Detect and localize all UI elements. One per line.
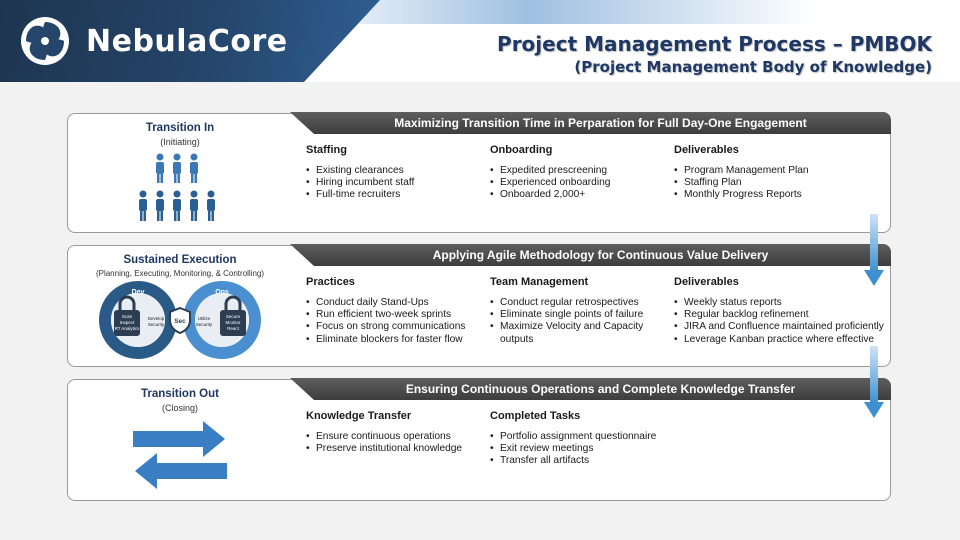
list-item: Program Management Plan — [674, 165, 809, 177]
list-item: Experienced onboarding — [490, 177, 610, 189]
phase-panel-transition-out: Transition Out (Closing) Ensuring Contin… — [67, 378, 891, 501]
list-item: Eliminate blockers for faster flow — [306, 334, 466, 346]
phase-banner: Maximizing Transition Time in Perparatio… — [290, 112, 891, 134]
list-item: Weekly status reports — [674, 297, 888, 309]
phase-title: Sustained Execution — [123, 254, 237, 266]
column-onboarding: Onboarding Expedited prescreening Experi… — [490, 144, 610, 202]
utilize-security-label-2: Security — [196, 322, 213, 327]
column-title: Staffing — [306, 144, 347, 156]
column-title: Completed Tasks — [490, 410, 581, 422]
swirl-logo-icon — [21, 17, 69, 65]
ops-lock-label-1: Secure — [226, 314, 241, 319]
list-item: Regular backlog refinement — [674, 309, 888, 321]
column-staffing: Staffing Existing clearances Hiring incu… — [306, 144, 414, 202]
list-item: Full-time recruiters — [306, 189, 414, 201]
phase-subtitle: (Closing) — [161, 403, 198, 413]
list-item: Monthly Progress Reports — [674, 189, 809, 201]
page-subtitle: (Project Management Body of Knowledge) — [574, 58, 932, 76]
list-item: Preserve institutional knowledge — [306, 443, 462, 455]
develop-security-label-2: Security — [148, 322, 165, 327]
column-knowledge-transfer: Knowledge Transfer Ensure continuous ope… — [306, 410, 462, 456]
column-title: Knowledge Transfer — [306, 410, 412, 422]
phase-title: Transition Out — [141, 388, 219, 400]
page-title: Project Management Process – PMBOK — [497, 32, 932, 56]
list-item: Onboarded 2,000+ — [490, 189, 610, 201]
column-team-management: Team Management Conduct regular retrospe… — [490, 276, 660, 346]
list-item: Expedited prescreening — [490, 165, 610, 177]
header: NebulaCore Project Management Process – … — [0, 0, 960, 82]
column-deliverables: Deliverables Weekly status reports Regul… — [674, 276, 888, 346]
page-title-block: Project Management Process – PMBOK (Proj… — [497, 32, 932, 76]
devsecops-infinity-diagram: Dev Ops Scan Inspect RT Analytics Develo… — [99, 281, 261, 359]
ops-lock-label-3: React — [227, 326, 240, 331]
utilize-security-label-1: Utilize — [198, 316, 211, 321]
list-item: Eliminate single points of failure — [490, 309, 660, 321]
column-completed-tasks: Completed Tasks Portfolio assignment que… — [490, 410, 656, 468]
list-item: Hiring incumbent staff — [306, 177, 414, 189]
phase-title: Transition In — [145, 122, 215, 134]
brand-name: NebulaCore — [86, 23, 288, 59]
column-title: Deliverables — [674, 144, 739, 156]
phase-panel-transition-in: Transition In (Initiating) Maximizing Tr… — [67, 112, 891, 233]
phase-label-block: Transition Out (Closing) — [68, 380, 292, 496]
people-pyramid-icon — [139, 153, 215, 221]
dev-lock-label-1: Scan — [122, 314, 133, 319]
phase-panel-sustained-execution: Sustained Execution (Planning, Executing… — [67, 244, 891, 367]
down-arrow-icon — [864, 214, 884, 286]
list-item: Portfolio assignment questionnaire — [490, 431, 656, 443]
list-item: Maximize Velocity and Capacity outputs — [490, 321, 660, 345]
phase-subtitle: (Initiating) — [160, 137, 200, 147]
list-item: Existing clearances — [306, 165, 414, 177]
column-deliverables: Deliverables Program Management Plan Sta… — [674, 144, 809, 202]
sec-shield-label: Sec — [174, 318, 186, 325]
ops-lock-label-2: Monitor — [225, 320, 241, 325]
list-item: Focus on strong communications — [306, 321, 466, 333]
exchange-arrows-icon — [133, 421, 227, 489]
phase-banner: Applying Agile Methodology for Continuou… — [290, 244, 891, 266]
dev-label: Dev — [132, 289, 145, 296]
list-item: Transfer all artifacts — [490, 455, 656, 467]
column-practices: Practices Conduct daily Stand-Ups Run ef… — [306, 276, 466, 346]
column-title: Practices — [306, 276, 355, 288]
column-title: Onboarding — [490, 144, 553, 156]
list-item: Ensure continuous operations — [306, 431, 462, 443]
dev-lock-label-3: RT Analytics — [115, 326, 141, 331]
list-item: Staffing Plan — [674, 177, 809, 189]
down-arrow-icon — [864, 346, 884, 418]
column-title: Team Management — [490, 276, 589, 288]
list-item: JIRA and Confluence maintained proficien… — [674, 321, 888, 333]
ops-label: Ops — [215, 289, 229, 296]
develop-security-label-1: Develop — [148, 316, 165, 321]
list-item: Exit review meetings — [490, 443, 656, 455]
list-item: Conduct regular retrospectives — [490, 297, 660, 309]
phase-label-block: Transition In (Initiating) — [68, 114, 292, 228]
brand-bar: NebulaCore — [0, 0, 380, 82]
phase-subtitle: (Planning, Executing, Monitoring, & Cont… — [95, 269, 265, 278]
list-item: Leverage Kanban practice where effective — [674, 334, 888, 346]
phase-label-block: Sustained Execution (Planning, Executing… — [68, 246, 292, 365]
column-title: Deliverables — [674, 276, 739, 288]
dev-lock-label-2: Inspect — [120, 320, 135, 325]
phase-banner: Ensuring Continuous Operations and Compl… — [290, 378, 891, 400]
list-item: Conduct daily Stand-Ups — [306, 297, 466, 309]
list-item: Run efficient two-week sprints — [306, 309, 466, 321]
